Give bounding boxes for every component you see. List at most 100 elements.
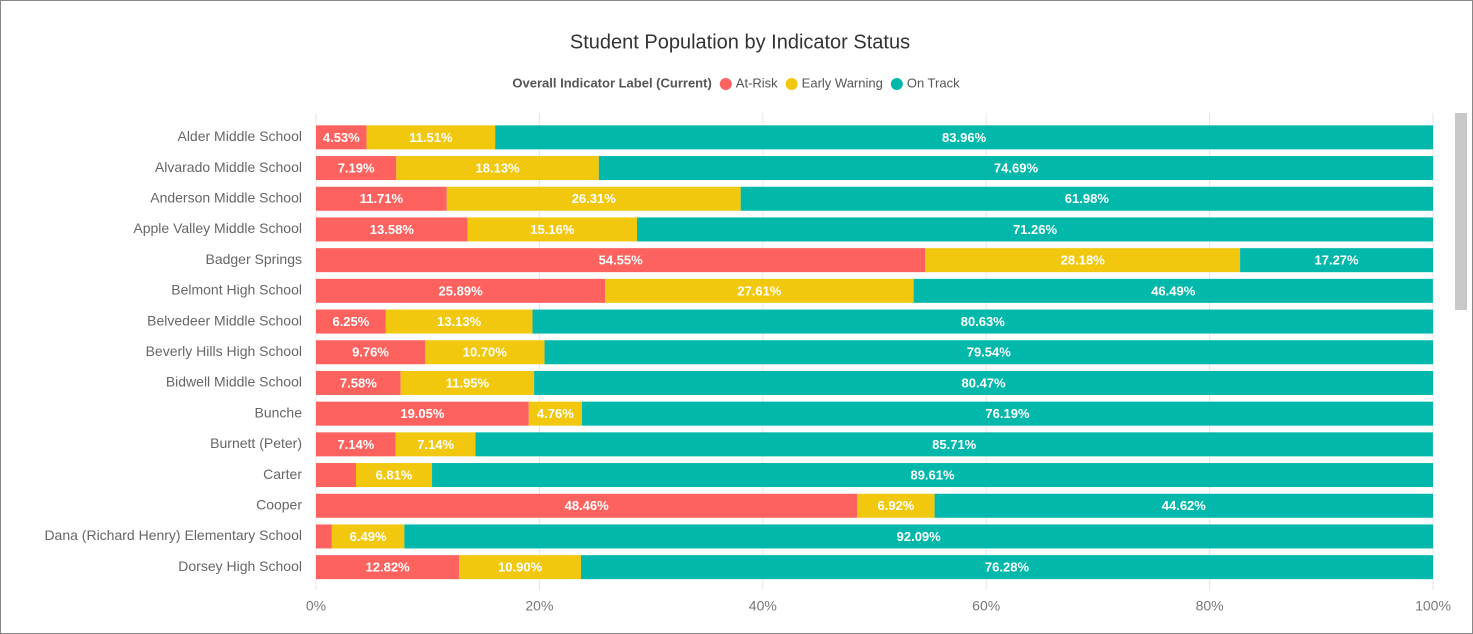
data-label: 80.63% bbox=[961, 314, 1006, 329]
data-label: 18.13% bbox=[476, 160, 521, 175]
bars bbox=[316, 125, 1434, 580]
bar-segment bbox=[580, 555, 1433, 580]
data-label: 76.28% bbox=[985, 560, 1030, 575]
bar-segment bbox=[446, 186, 741, 211]
bar-segment bbox=[857, 493, 935, 518]
data-label: 19.05% bbox=[400, 406, 445, 421]
data-label: 9.76% bbox=[352, 345, 389, 360]
data-label: 80.47% bbox=[962, 375, 1007, 390]
bar-segment bbox=[400, 370, 535, 395]
data-label: 17.27% bbox=[1315, 253, 1360, 268]
x-tick-label: 100% bbox=[1415, 598, 1451, 614]
data-label: 13.13% bbox=[437, 314, 482, 329]
data-label: 12.82% bbox=[366, 560, 411, 575]
legend-label: Early Warning bbox=[802, 75, 883, 90]
y-tick-label: Bidwell Middle School bbox=[166, 374, 302, 390]
bar-segment bbox=[316, 463, 356, 488]
data-label: 11.71% bbox=[360, 191, 404, 206]
legend-label: At-Risk bbox=[736, 75, 778, 90]
y-tick-label: Burnett (Peter) bbox=[210, 435, 302, 451]
legend-title: Overall Indicator Label (Current) bbox=[512, 75, 711, 90]
data-label: 7.58% bbox=[340, 375, 377, 390]
bar-segment bbox=[544, 340, 1433, 365]
bar-segment bbox=[316, 309, 386, 334]
x-tick-label: 20% bbox=[525, 598, 553, 614]
legend-label: On Track bbox=[907, 75, 960, 90]
data-label: 71.26% bbox=[1013, 222, 1058, 237]
bar-segment bbox=[316, 370, 401, 395]
data-label: 28.18% bbox=[1061, 253, 1106, 268]
data-label: 7.14% bbox=[417, 437, 454, 452]
bar-segment bbox=[534, 370, 1433, 395]
data-label: 10.70% bbox=[463, 345, 508, 360]
bar-segment bbox=[1240, 248, 1433, 273]
bar-segment bbox=[425, 340, 545, 365]
data-label: 6.25% bbox=[332, 314, 369, 329]
bar-segment bbox=[404, 524, 1433, 549]
bar-segment bbox=[475, 432, 1433, 457]
data-label: 7.14% bbox=[337, 437, 374, 452]
data-label: 76.19% bbox=[985, 406, 1030, 421]
y-tick-label: Alvarado Middle School bbox=[155, 159, 302, 175]
x-tick-label: 80% bbox=[1196, 598, 1224, 614]
data-label: 74.69% bbox=[994, 160, 1039, 175]
bar-segment bbox=[740, 186, 1433, 211]
bar-segment bbox=[581, 401, 1433, 426]
data-label: 11.95% bbox=[446, 375, 490, 390]
y-tick-label: Bunche bbox=[255, 404, 303, 420]
data-label: 61.98% bbox=[1065, 191, 1110, 206]
bar-segment bbox=[432, 463, 1434, 488]
x-tick-label: 40% bbox=[749, 598, 777, 614]
x-tick-label: 0% bbox=[306, 598, 326, 614]
y-tick-label: Apple Valley Middle School bbox=[133, 220, 302, 236]
bar-segment bbox=[316, 217, 468, 242]
data-label: 54.55% bbox=[599, 253, 644, 268]
bar-segment bbox=[316, 401, 529, 426]
bar-segment bbox=[355, 463, 433, 488]
legend-marker bbox=[719, 78, 732, 90]
data-label: 13.58% bbox=[370, 222, 415, 237]
bar-segment bbox=[934, 493, 1433, 518]
bar-segment bbox=[366, 125, 496, 150]
data-label: 44.62% bbox=[1162, 498, 1207, 513]
bar-segment bbox=[331, 524, 405, 549]
data-label: 92.09% bbox=[897, 529, 942, 544]
data-label: 48.46% bbox=[565, 498, 610, 513]
data-label: 25.89% bbox=[439, 283, 484, 298]
bar-segment bbox=[467, 217, 638, 242]
bar-segment bbox=[316, 340, 426, 365]
data-label: 11.51% bbox=[409, 130, 453, 145]
y-tick-label: Belmont High School bbox=[171, 282, 302, 298]
data-label: 6.81% bbox=[376, 467, 413, 482]
data-label: 4.53% bbox=[323, 130, 360, 145]
bar-segment bbox=[316, 493, 858, 518]
data-label: 83.96% bbox=[942, 130, 987, 145]
data-label: 85.71% bbox=[932, 437, 977, 452]
bar-segment bbox=[316, 156, 397, 181]
data-label: 79.54% bbox=[967, 345, 1012, 360]
bar-segment bbox=[316, 186, 447, 211]
data-label: 89.61% bbox=[910, 467, 955, 482]
y-tick-label: Dana (Richard Henry) Elementary School bbox=[44, 527, 302, 543]
bar-segment bbox=[598, 156, 1434, 181]
bar-segment bbox=[396, 156, 599, 181]
data-label: 26.31% bbox=[572, 191, 617, 206]
scrollbar[interactable] bbox=[1455, 113, 1467, 310]
bar-segment bbox=[637, 217, 1433, 242]
data-label: 6.92% bbox=[878, 498, 915, 513]
y-tick-label: Alder Middle School bbox=[177, 128, 302, 144]
y-tick-label: Badger Springs bbox=[205, 251, 302, 267]
y-tick-label: Beverly Hills High School bbox=[146, 343, 302, 359]
y-tick-label: Belvedeer Middle School bbox=[147, 312, 302, 328]
bar-segment bbox=[316, 125, 367, 150]
bar-segment bbox=[316, 524, 332, 549]
y-tick-label: Cooper bbox=[256, 496, 302, 512]
data-label: 10.90% bbox=[498, 560, 543, 575]
bar-segment bbox=[459, 555, 581, 580]
bar-segment bbox=[395, 432, 476, 457]
bar-segment bbox=[385, 309, 533, 334]
data-label: 6.49% bbox=[350, 529, 387, 544]
x-tick-label: 60% bbox=[972, 598, 1000, 614]
bar-segment bbox=[528, 401, 582, 426]
